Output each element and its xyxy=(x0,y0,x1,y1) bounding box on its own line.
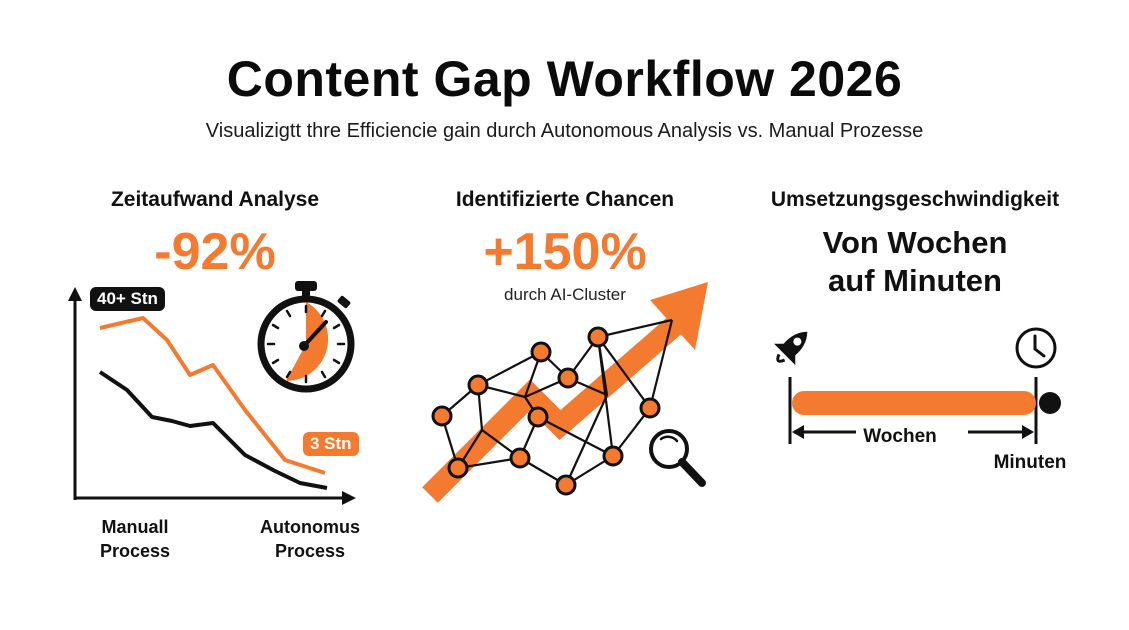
line-chart xyxy=(68,287,356,505)
x-axis-label-autonomous: Autonomus Process xyxy=(245,515,375,563)
x-label-line: Autonomus xyxy=(260,517,360,537)
page-title: Content Gap Workflow 2026 xyxy=(226,51,903,107)
network-graph-icon xyxy=(431,318,674,496)
panel-heading: Umsetzungsgeschwindigkeit xyxy=(770,188,1060,211)
headline: Von Wochen auf Minuten xyxy=(740,224,1090,300)
metric-caption: durch AI-Cluster xyxy=(504,285,626,304)
x-label-line: Manuall xyxy=(101,517,169,537)
end-value-badge: 3 Stn xyxy=(303,432,359,456)
metric-value: -92% xyxy=(154,223,276,281)
magnifier-icon xyxy=(649,429,706,487)
start-value-badge: 40+ Stn xyxy=(90,287,165,311)
panel-heading: Zeitaufwand Analyse xyxy=(110,188,320,211)
panel-heading: Identifizierte Chancen xyxy=(455,188,675,211)
x-label-line: Process xyxy=(274,541,346,561)
clock-icon xyxy=(1015,327,1057,369)
page-subtitle: Visualizigtt thre Efficiencie gain durch… xyxy=(205,120,924,142)
timeline-span-label: Wochen xyxy=(863,426,937,447)
timeline-end-label: Minuten xyxy=(993,452,1067,473)
timeline xyxy=(788,377,1061,444)
stopwatch-icon xyxy=(257,281,355,393)
headline-line: auf Minuten xyxy=(828,263,1002,298)
headline-line: Von Wochen xyxy=(822,225,1008,260)
rocket-icon xyxy=(774,331,808,365)
x-axis-label-manual: Manuall Process xyxy=(75,515,195,563)
x-label-line: Process xyxy=(99,541,171,561)
metric-value: +150% xyxy=(483,223,647,281)
